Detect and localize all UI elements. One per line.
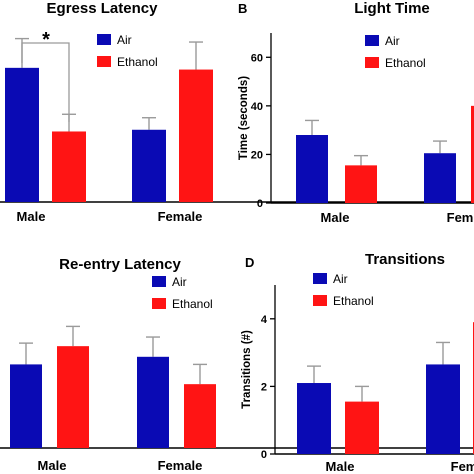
chart-panel-1: Egress Latency Male Female Air Ethanol * [0, 0, 474, 224]
chart-title: Transitions [365, 251, 445, 268]
legend: Air Ethanol [97, 33, 158, 69]
panel-letter: D [245, 255, 254, 270]
bar-ethanol-male [52, 131, 86, 202]
x-category-label: Male [321, 210, 350, 225]
y-tick-label: 20 [251, 149, 263, 161]
bar-air-male [5, 67, 39, 202]
bar-ethanol-fem [471, 105, 474, 203]
legend-swatch-ethanol [365, 57, 379, 68]
bar-ethanol-male [345, 165, 377, 203]
x-category-label: Male [326, 459, 355, 474]
bar-ethanol-female [184, 384, 216, 448]
bar-ethanol-male [345, 401, 379, 454]
x-category-label: Female [158, 458, 203, 473]
x-category-label: Fem [447, 210, 474, 225]
bar-air-fem [424, 153, 456, 203]
y-tick-label: 40 [251, 101, 263, 113]
legend-swatch-air [313, 273, 327, 284]
y-axis-label: Time (seconds) [238, 76, 250, 160]
legend: Air Ethanol [365, 34, 426, 70]
x-category-label: Male [38, 458, 67, 473]
chart-panel-4: Transitions D 0 2 4 Transitions (#) Male Fem Air… [241, 251, 474, 474]
legend-label-ethanol: Ethanol [172, 297, 213, 311]
bar-ethanol-male [57, 346, 89, 448]
significance-bracket [21, 42, 70, 122]
x-category-label: Female [158, 209, 203, 224]
y-axis-label: Transitions (#) [241, 330, 253, 409]
legend-label-ethanol: Ethanol [333, 294, 374, 308]
bar-air-male [297, 383, 331, 454]
legend-swatch-ethanol [313, 295, 327, 306]
bar-air-female [137, 356, 169, 448]
y-tick-label: 0 [257, 198, 263, 210]
x-category-label: Fem [451, 459, 474, 474]
bar-air-male [296, 135, 328, 203]
y-tick-label: 2 [261, 381, 267, 393]
y-tick-label: 0 [261, 449, 267, 461]
y-tick-label: 60 [251, 52, 263, 64]
legend-label-air: Air [333, 272, 348, 286]
legend: Air Ethanol [152, 275, 213, 311]
legend: Air Ethanol [313, 272, 374, 308]
legend-label-ethanol: Ethanol [385, 56, 426, 70]
bar-ethanol-female [179, 69, 213, 202]
legend-swatch-ethanol [97, 56, 111, 67]
legend-label-air: Air [117, 33, 132, 47]
y-tick-label: 4 [261, 314, 268, 326]
chart-title: Egress Latency [47, 0, 159, 17]
bar-air-female [132, 129, 166, 202]
legend-swatch-air [365, 35, 379, 46]
legend-swatch-air [152, 276, 166, 287]
panel-letter: B [238, 1, 247, 16]
bar-air-male [10, 364, 42, 448]
x-category-label: Male [17, 209, 46, 224]
legend-label-air: Air [385, 34, 400, 48]
chart-title: Re-entry Latency [59, 256, 181, 273]
chart-panel-3: Re-entry Latency Male Female Air Ethanol [0, 256, 474, 473]
legend-swatch-air [97, 34, 111, 45]
significance-marker: * [42, 29, 50, 51]
legend-label-ethanol: Ethanol [117, 55, 158, 69]
legend-swatch-ethanol [152, 298, 166, 309]
bar-air-fem [426, 364, 460, 454]
legend-label-air: Air [172, 275, 187, 289]
chart-title: Light Time [354, 0, 430, 17]
